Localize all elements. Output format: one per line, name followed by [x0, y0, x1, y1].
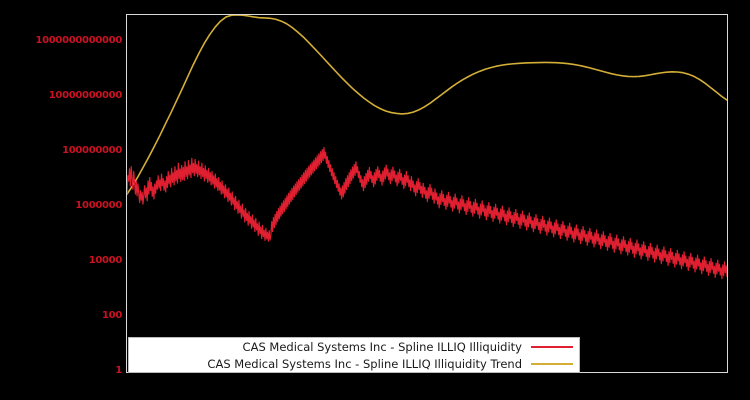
legend-label-illiquidity: CAS Medical Systems Inc - Spline ILLIQ I… — [242, 339, 522, 354]
plot-series-svg — [127, 15, 727, 280]
y-axis-tick-label: 1 — [115, 365, 122, 376]
y-axis-tick-labels: 1000000000000 10000000000 100000000 1000000… — [0, 0, 122, 400]
legend-entry-trend: CAS Medical Systems Inc - Spline ILLIQ I… — [129, 355, 579, 372]
series-line-illiquidity — [127, 146, 727, 280]
y-axis-tick-label: 10000 — [88, 255, 123, 267]
series-line-trend — [127, 15, 727, 195]
legend-label-trend: CAS Medical Systems Inc - Spline ILLIQ I… — [207, 356, 522, 371]
plot-area — [126, 14, 728, 373]
y-axis-tick-label: 100 — [102, 310, 122, 322]
legend-swatch-trend — [531, 362, 573, 365]
y-axis-tick-label: 1000000000000 — [35, 35, 122, 47]
chart-legend: CAS Medical Systems Inc - Spline ILLIQ I… — [128, 337, 580, 373]
y-axis-tick-label: 1000000 — [75, 200, 122, 212]
y-axis-tick-label: 100000000 — [62, 145, 122, 157]
legend-swatch-illiquidity — [531, 345, 573, 348]
legend-entry-illiquidity: CAS Medical Systems Inc - Spline ILLIQ I… — [129, 338, 579, 355]
y-axis-tick-label: 10000000000 — [48, 90, 123, 102]
